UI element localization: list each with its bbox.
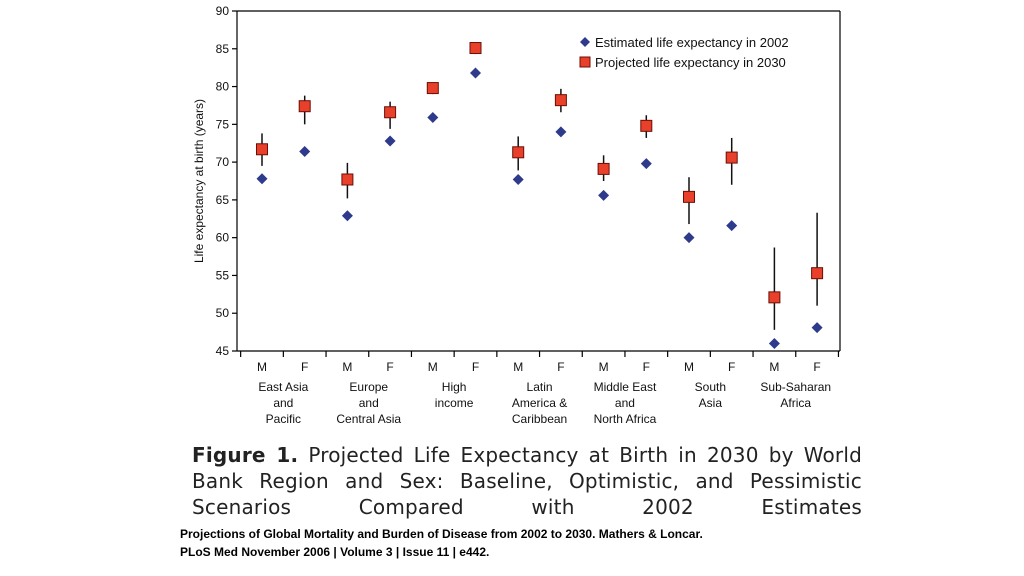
x-category-label: F xyxy=(557,360,564,374)
projected-2030-point xyxy=(683,190,695,203)
x-category-label: M xyxy=(599,360,609,374)
citation-line-1: Projections of Global Mortality and Burd… xyxy=(180,527,703,541)
x-group-label: High xyxy=(442,380,467,394)
x-category-label: M xyxy=(342,360,352,374)
y-tick-label: 60 xyxy=(216,231,230,245)
x-category-label: M xyxy=(428,360,438,374)
estimated-2002-point xyxy=(768,337,780,349)
x-group-label: and xyxy=(359,396,379,410)
legend-marker-estimated xyxy=(580,37,590,47)
estimated-2002-point xyxy=(683,232,695,244)
projected-2030-point xyxy=(512,146,525,159)
projected-2030-point xyxy=(298,100,311,113)
x-category-label: M xyxy=(513,360,523,374)
y-tick-label: 90 xyxy=(216,4,230,18)
legend-label-estimated: Estimated life expectancy in 2002 xyxy=(595,35,789,50)
projected-2030-point xyxy=(725,151,738,164)
estimated-2002-point xyxy=(811,322,823,334)
y-tick-label: 50 xyxy=(216,306,230,320)
x-group-label: and xyxy=(273,396,293,410)
x-group-label: Europe xyxy=(349,380,388,394)
y-tick-label: 45 xyxy=(216,344,230,358)
y-tick-label: 70 xyxy=(216,155,230,169)
x-group-label: Pacific xyxy=(266,412,301,426)
x-category-label: M xyxy=(769,360,779,374)
estimated-2002-point xyxy=(512,173,524,185)
x-category-label: F xyxy=(386,360,393,374)
estimated-2002-point xyxy=(555,126,567,138)
figure-caption-text: Projected Life Expectancy at Birth in 20… xyxy=(192,443,863,519)
x-group-label: and xyxy=(615,396,635,410)
estimated-2002-point xyxy=(256,173,268,185)
x-group-label: North Africa xyxy=(594,412,657,426)
x-category-label: F xyxy=(301,360,308,374)
legend-marker-projected xyxy=(579,56,591,68)
projected-2030-point xyxy=(426,82,439,95)
legend-label-projected: Projected life expectancy in 2030 xyxy=(595,55,786,70)
x-group-label: Asia xyxy=(699,396,723,410)
x-category-label: M xyxy=(684,360,694,374)
y-axis-title: Life expectancy at birth (years) xyxy=(192,99,206,263)
x-category-label: F xyxy=(813,360,820,374)
y-tick-label: 85 xyxy=(216,42,230,56)
projected-2030-point xyxy=(341,173,354,186)
projected-2030-point xyxy=(469,42,482,55)
x-category-label: M xyxy=(257,360,267,374)
x-group-label: Caribbean xyxy=(512,412,567,426)
estimated-2002-point xyxy=(427,112,439,124)
citation-line-2: PLoS Med November 2006 | Volume 3 | Issu… xyxy=(180,545,490,559)
x-group-label: South xyxy=(695,380,726,394)
estimated-2002-point xyxy=(640,158,652,170)
x-group-label: Central Asia xyxy=(336,412,401,426)
projected-2030-point xyxy=(256,143,268,156)
projected-2030-point xyxy=(768,291,781,304)
figure-label: Figure 1. xyxy=(192,443,299,467)
estimated-2002-point xyxy=(470,67,481,79)
x-group-label: Latin xyxy=(527,380,553,394)
x-group-label: income xyxy=(435,396,474,410)
life-expectancy-chart: 45 50 55 60 65 70 75 80 85 90 Life expectancy at b… xyxy=(192,4,841,426)
estimated-2002-point xyxy=(299,146,311,158)
x-group-label: East Asia xyxy=(258,380,308,394)
x-group-label: Middle East xyxy=(594,380,657,394)
projected-2030-point xyxy=(640,119,653,132)
projected-2030-point xyxy=(597,162,610,175)
x-group-label: Africa xyxy=(780,396,811,410)
y-tick-label: 75 xyxy=(216,117,230,131)
estimated-2002-point xyxy=(726,220,738,232)
x-category-label: F xyxy=(643,360,650,374)
y-tick-label: 80 xyxy=(216,80,230,94)
estimated-2002-point xyxy=(341,210,353,222)
x-category-label: F xyxy=(728,360,735,374)
figure-caption: Figure 1. Projected Life Expectancy at B… xyxy=(192,442,862,520)
source-citation: Projections of Global Mortality and Burd… xyxy=(180,525,880,561)
x-group-label: America & xyxy=(512,396,567,410)
projected-2030-point xyxy=(554,94,567,107)
x-group-label: Sub-Saharan xyxy=(760,380,831,394)
projected-2030-point xyxy=(384,106,397,119)
y-tick-label: 65 xyxy=(216,193,230,207)
y-tick-label: 55 xyxy=(216,268,230,282)
estimated-2002-point xyxy=(384,135,396,147)
x-category-label: F xyxy=(472,360,479,374)
plot-area: 45 50 55 60 65 70 75 80 85 90 Life expectancy at b… xyxy=(192,4,841,426)
projected-2030-point xyxy=(811,267,824,280)
estimated-2002-point xyxy=(598,189,610,201)
